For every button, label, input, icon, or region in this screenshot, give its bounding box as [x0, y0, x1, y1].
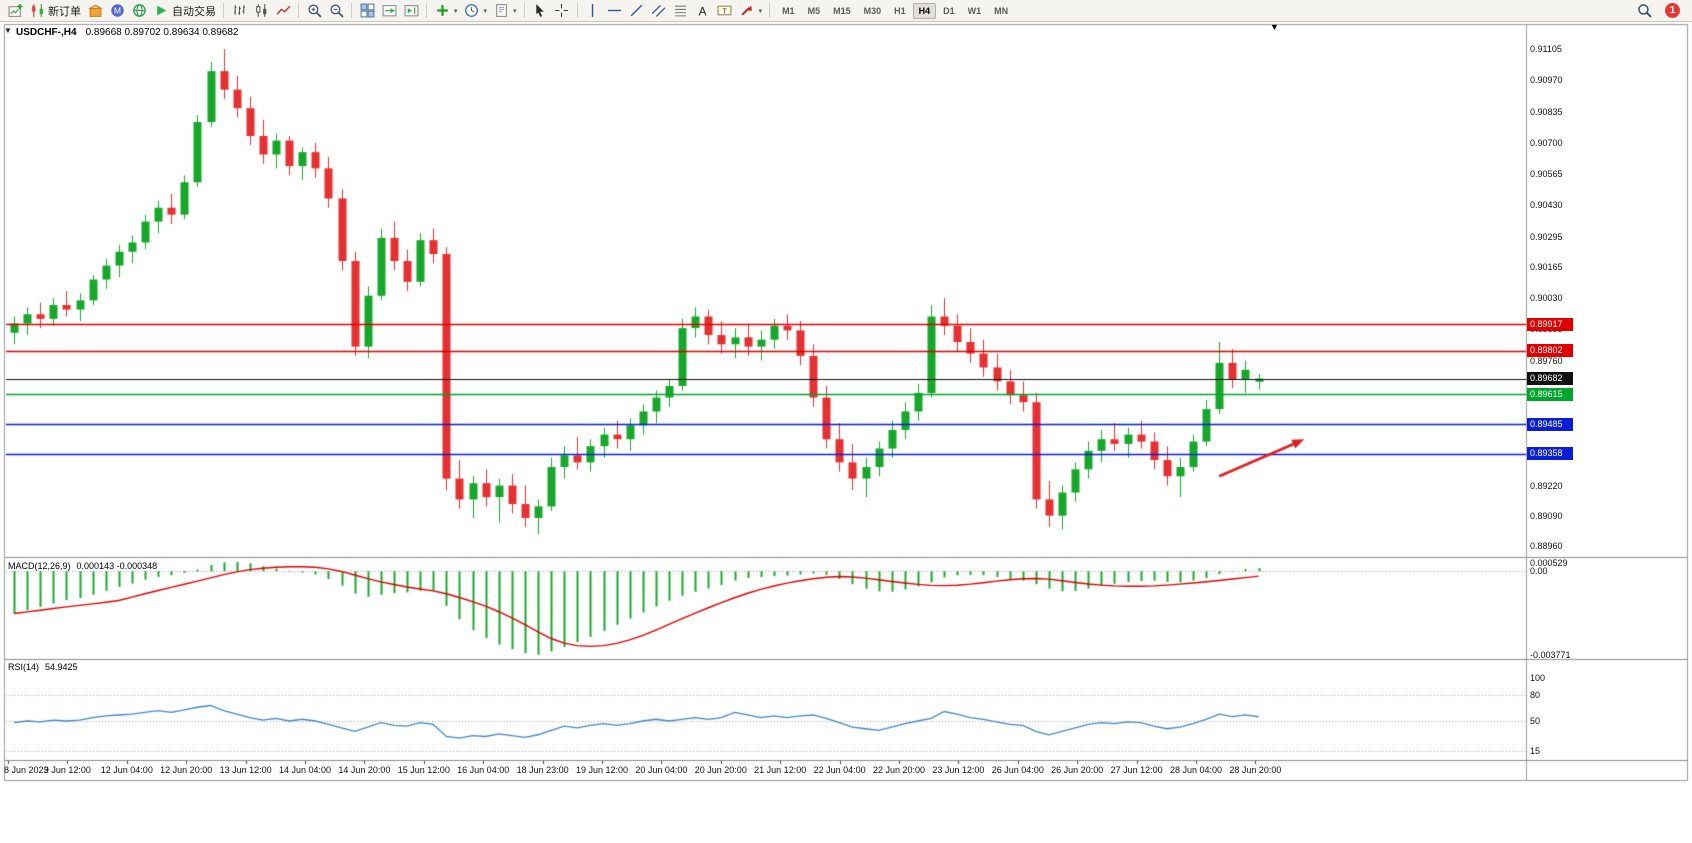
- zoom-in-icon: [306, 3, 322, 19]
- bar-chart-button[interactable]: [228, 1, 250, 21]
- arrows-icon: [739, 3, 755, 19]
- zoom-out-icon: [328, 3, 344, 19]
- timeframe-D1[interactable]: D1: [943, 5, 955, 16]
- timeframe-M15[interactable]: M15: [833, 5, 851, 16]
- toolbar-separator: [576, 3, 578, 18]
- new-chart-button[interactable]: [4, 1, 26, 21]
- market-watch-button[interactable]: [84, 1, 106, 21]
- order-candles-icon: [29, 3, 45, 19]
- timeframe-M30[interactable]: M30: [863, 5, 882, 16]
- bar-chart-icon: [231, 3, 247, 19]
- toolbar-separator: [769, 3, 771, 18]
- zoom-in-button[interactable]: [303, 1, 325, 21]
- vertical-line-tool-button[interactable]: [582, 1, 604, 21]
- market-watch-icon: [87, 3, 103, 19]
- horizontal-line-icon: [607, 3, 623, 19]
- zoom-out-button[interactable]: [325, 1, 347, 21]
- add-indicator-icon: [434, 3, 450, 19]
- tile-windows-button[interactable]: [356, 1, 378, 21]
- text-icon: A: [695, 3, 711, 19]
- candle-chart-icon: [253, 3, 269, 19]
- templates-icon: [493, 3, 509, 19]
- timeframe-MN[interactable]: MN: [994, 5, 1009, 16]
- toolbar: 新订单 M 自动交易 ▾ ▾ ▾ A T ▾ M1 M5 M15 M30 H1 H4 D1 W1 MN 1: [0, 0, 1692, 22]
- crosshair-tool-button[interactable]: [551, 1, 573, 21]
- chevron-down-icon: ▾: [483, 7, 488, 15]
- periods-clock-icon: [464, 3, 480, 19]
- new-chart-icon: [7, 3, 23, 19]
- chevron-down-icon: ▾: [454, 7, 458, 15]
- chart-shift-button[interactable]: [400, 1, 422, 21]
- auto-trading-button-label: 自动交易: [172, 5, 216, 18]
- svg-text:A: A: [699, 5, 707, 18]
- search-button[interactable]: [1633, 1, 1655, 21]
- web-terminal-button[interactable]: [128, 1, 150, 21]
- text-label-icon: T: [717, 3, 733, 19]
- horizontal-line-tool-button[interactable]: [604, 1, 626, 21]
- toolbar-right-group: 1: [1633, 1, 1688, 21]
- mql-community-icon: M: [109, 3, 125, 19]
- chevron-down-icon: ▾: [513, 7, 517, 15]
- vertical-line-icon: [585, 3, 601, 19]
- toolbar-separator: [298, 3, 299, 18]
- channel-tool-button[interactable]: [648, 1, 670, 21]
- text-tool-button[interactable]: A: [692, 1, 714, 21]
- timeframe-H4[interactable]: H4: [912, 2, 937, 19]
- add-indicator-button[interactable]: ▾: [431, 1, 461, 21]
- line-chart-icon: [275, 3, 291, 19]
- svg-text:M: M: [113, 6, 120, 16]
- equidistant-channel-icon: [651, 3, 667, 19]
- tile-windows-icon: [359, 3, 375, 19]
- candlestick-chart-button[interactable]: [250, 1, 272, 21]
- cursor-tool-button[interactable]: [529, 1, 551, 21]
- text-label-tool-button[interactable]: T: [714, 1, 736, 21]
- mql-community-button[interactable]: M: [106, 1, 128, 21]
- fibonacci-icon: [673, 3, 689, 19]
- toolbar-separator: [223, 3, 224, 18]
- auto-scroll-icon: [381, 3, 397, 19]
- trendline-tool-button[interactable]: [626, 1, 648, 21]
- crosshair-icon: [554, 3, 570, 19]
- fibonacci-tool-button[interactable]: [670, 1, 692, 21]
- arrows-tool-button[interactable]: ▾: [736, 1, 766, 21]
- web-terminal-icon: [131, 3, 147, 19]
- chart-shift-icon: [403, 3, 419, 19]
- templates-button[interactable]: ▾: [490, 1, 520, 21]
- svg-text:T: T: [722, 6, 727, 15]
- trendline-icon: [629, 3, 645, 19]
- notification-badge[interactable]: 1: [1665, 3, 1680, 18]
- timeframe-M5[interactable]: M5: [807, 5, 821, 16]
- periods-button[interactable]: ▾: [461, 1, 491, 21]
- new-order-button[interactable]: 新订单: [26, 1, 84, 21]
- auto-play-icon: [153, 3, 169, 19]
- toolbar-separator: [523, 3, 525, 18]
- auto-scroll-button[interactable]: [378, 1, 400, 21]
- toolbar-separator: [426, 3, 427, 18]
- new-order-button-label: 新订单: [48, 5, 81, 18]
- timeframe-H1[interactable]: H1: [894, 5, 906, 16]
- toolbar-separator: [351, 3, 352, 18]
- timeframe-W1[interactable]: W1: [967, 5, 982, 16]
- line-chart-button[interactable]: [272, 1, 294, 21]
- auto-trading-button[interactable]: 自动交易: [150, 1, 219, 21]
- cursor-icon: [532, 3, 548, 19]
- search-icon: [1636, 3, 1652, 19]
- timeframe-group: M1 M5 M15 M30 H1 H4 D1 W1 MN: [776, 2, 1014, 19]
- timeframe-M1[interactable]: M1: [782, 5, 795, 16]
- chevron-down-icon: ▾: [758, 7, 763, 15]
